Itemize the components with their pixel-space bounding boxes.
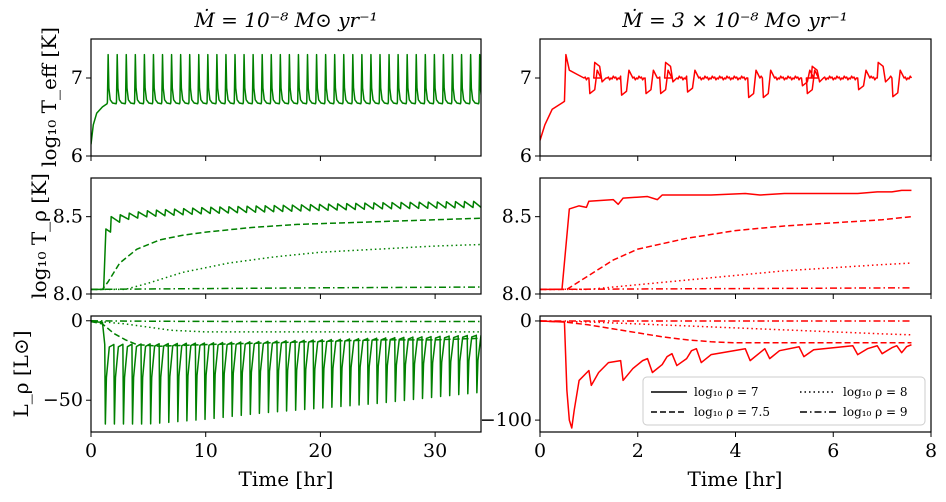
series-line-dotted [540,320,912,336]
series-group [91,320,481,425]
series-group [540,320,912,429]
x-tick-label: 2 [632,440,644,462]
series-line-dashdot [91,320,481,323]
x-tick-label: 30 [423,440,447,462]
y-tick-label: −50 [43,389,83,411]
ylabel-teff: log₁₀ T_eff [K] [37,27,61,167]
y-tick-label: 7 [71,67,83,89]
legend-label-rho7: log₁₀ ρ = 7 [694,385,759,399]
series-line-dotted [91,320,481,333]
axes-frame [539,177,932,295]
y-tick-label: 7 [520,67,532,89]
ylabel-lrho: L_ρ [L⊙] [9,330,33,417]
series-line-dashed [91,217,481,291]
series-line-dotted [91,243,481,291]
y-tick-label: −100 [480,409,532,431]
x-tick-label: 0 [534,440,546,462]
column-title-left: Ṁ = 10⁻⁸ M⊙ yr⁻¹ [193,8,377,32]
panel-right-top: 67 [520,38,932,167]
panel-left-top: 67 [71,38,482,167]
axes-frame [539,38,932,157]
panel-left-middle: 8.0 8.5 [53,177,482,305]
legend-label-rho8: log₁₀ ρ = 8 [843,385,908,399]
xlabel-left: Time [hr] [239,467,334,491]
x-tick-label: 0 [85,440,97,462]
x-tick-label: 20 [308,440,332,462]
y-tick-label: 6 [520,145,532,167]
series-group [91,53,481,145]
y-tick-label: 0 [520,310,532,332]
x-tick-label: 10 [194,440,218,462]
legend-frame [642,376,926,426]
series-line-dotted [540,262,912,291]
x-tick-label: 6 [827,440,839,462]
series-line-solid [540,320,912,429]
axes-frame [90,38,482,157]
series-line-solid [540,189,912,291]
y-tick-label: 0 [71,310,83,332]
xlabel-right: Time [hr] [688,467,783,491]
legend-label-rho75: log₁₀ ρ = 7.5 [694,405,770,419]
series-line-dashed [540,215,912,291]
y-tick-label: 8.0 [502,283,532,305]
legend-label-rho9: log₁₀ ρ = 9 [843,405,908,419]
y-tick-label: 8.0 [53,283,83,305]
series-line-solid [91,320,481,425]
y-tick-label: 6 [71,145,83,167]
series-group [540,53,913,141]
y-tick-label: 8.5 [53,206,83,228]
ylabel-trho: log₁₀ T_ρ [K] [27,173,51,299]
axes-frame [90,177,482,295]
series-line-solid [91,53,481,145]
panel-right-middle: 8.0 8.5 [502,177,932,305]
series-line-dashed [91,320,481,347]
x-tick-label: 4 [729,440,741,462]
x-tick-label: 8 [925,440,937,462]
series-line-solid [540,53,913,141]
y-tick-label: 8.5 [502,206,532,228]
series-group [540,189,912,291]
series-line-dashed [540,320,912,344]
axes-frame [90,315,482,433]
series-group [91,200,481,291]
column-title-right: Ṁ = 3 × 10⁻⁸ M⊙ yr⁻¹ [621,8,848,32]
series-line-solid [91,200,481,291]
legend: log₁₀ ρ = 7 log₁₀ ρ = 8 log₁₀ ρ = 7.5 lo… [642,376,926,426]
panel-right-bottom: 0 2 4 6 80−100 [480,310,937,462]
panel-left-bottom: 0 10 20 30 0 −50 [43,310,482,462]
series-line-dashdot [91,286,481,291]
series-line-dashdot [540,287,912,291]
